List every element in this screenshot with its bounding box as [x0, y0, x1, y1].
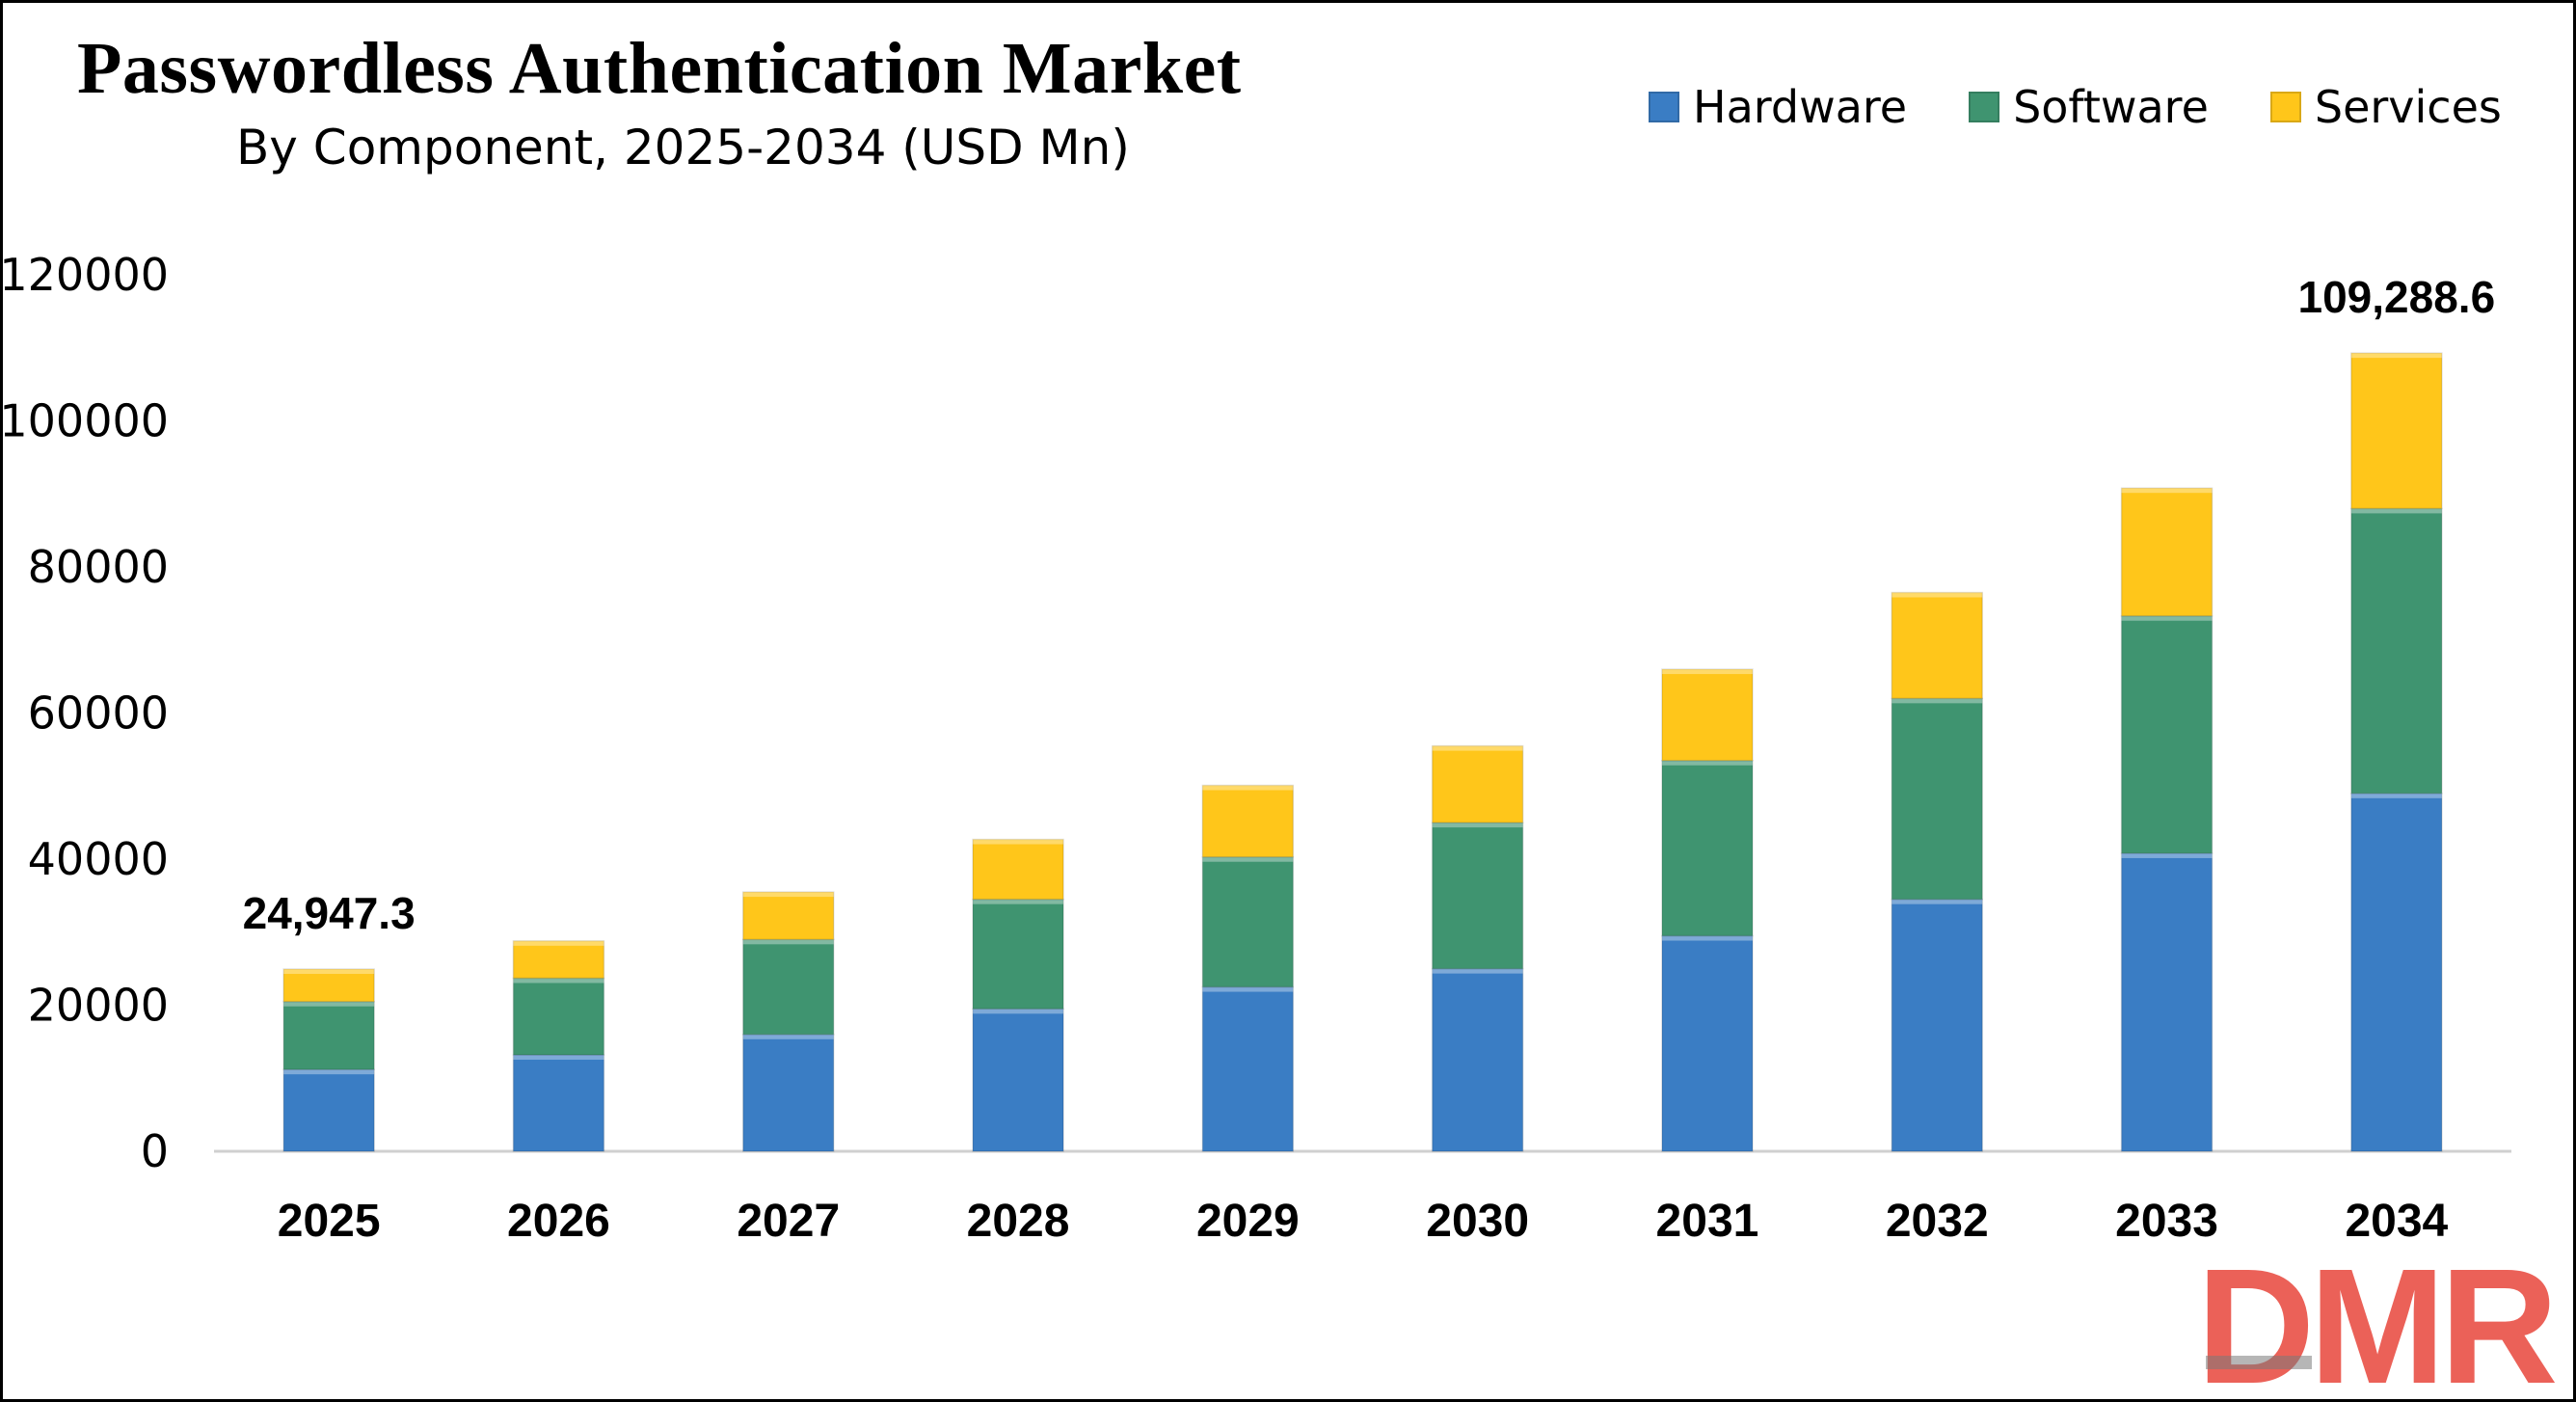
x-tick-label: 2028 [967, 1196, 1070, 1247]
bar-software-2032 [1891, 697, 1983, 901]
bar-highlight [1432, 745, 1523, 751]
bar-hardware-2034 [2350, 793, 2443, 1152]
bar-software-2027 [742, 938, 835, 1036]
legend-item-hardware: Hardware [1649, 81, 1907, 133]
bar-highlight [513, 978, 604, 984]
x-tick-label: 2031 [1656, 1196, 1759, 1247]
bar-services-2026 [512, 940, 605, 980]
bar-highlight [973, 839, 1064, 845]
x-tick-label: 2025 [278, 1196, 381, 1247]
bar-services-2033 [2120, 487, 2214, 617]
x-tick-label: 2032 [1886, 1196, 1989, 1247]
bar-highlight [2121, 488, 2213, 494]
total-label: 24,947.3 [243, 888, 416, 938]
legend-label-software: Software [2013, 81, 2209, 133]
bar-highlight [973, 899, 1064, 904]
dmr-logo: DMR [2196, 1259, 2561, 1394]
bar-services-2030 [1431, 744, 1524, 823]
bar-software-2033 [2120, 615, 2214, 854]
bar-hardware-2029 [1201, 985, 1295, 1152]
bar-services-2029 [1201, 784, 1295, 858]
bar-highlight [1432, 968, 1523, 974]
bar-highlight [1661, 760, 1753, 766]
bar-highlight [1202, 856, 1294, 862]
bar-hardware-2032 [1891, 898, 1983, 1152]
bar-services-2031 [1661, 668, 1754, 762]
bar-software-2026 [512, 977, 605, 1056]
bar-hardware-2025 [282, 1068, 375, 1152]
y-tick-label: 80000 [28, 541, 169, 593]
bar-highlight [1892, 698, 1983, 704]
y-tick-label: 20000 [28, 980, 169, 1032]
bar-highlight [742, 892, 834, 898]
bar-hardware-2030 [1431, 967, 1524, 1152]
bar-services-2027 [742, 891, 835, 941]
legend: Hardware Software Services [1649, 81, 2502, 133]
bar-software-2034 [2350, 507, 2443, 795]
bar-highlight [742, 1034, 834, 1039]
bar-highlight [2350, 793, 2442, 798]
chart-subtitle: By Component, 2025-2034 (USD Mn) [236, 120, 1130, 175]
bar-highlight [513, 1055, 604, 1061]
bar-services-2032 [1891, 591, 1983, 700]
bar-services-2025 [282, 968, 375, 1003]
bar-software-2028 [972, 898, 1064, 1011]
bar-highlight [1202, 986, 1294, 992]
dmr-logo-slash [2206, 1356, 2312, 1369]
bar-highlight [2121, 615, 2213, 621]
y-tick-label: 60000 [28, 688, 169, 740]
y-tick-label: 100000 [0, 395, 169, 447]
bar-highlight [742, 939, 834, 945]
bar-services-2028 [972, 838, 1064, 901]
bar-services-2034 [2350, 352, 2443, 510]
bar-software-2025 [282, 1000, 375, 1070]
y-tick-label: 40000 [28, 833, 169, 885]
bar-highlight [2350, 353, 2442, 359]
bar-highlight [973, 1009, 1064, 1014]
bar-hardware-2027 [742, 1034, 835, 1152]
bar-highlight [1432, 822, 1523, 828]
bar-highlight [283, 1069, 375, 1075]
legend-label-hardware: Hardware [1693, 81, 1908, 133]
bar-highlight [2350, 508, 2442, 514]
bar-highlight [2121, 852, 2213, 858]
x-tick-label: 2027 [737, 1196, 840, 1247]
bar-highlight [283, 969, 375, 975]
legend-swatch-software [1969, 92, 2000, 122]
bar-highlight [1892, 592, 1983, 598]
chart-title: Passwordless Authentication Market [77, 28, 1242, 109]
x-tick-label: 2026 [507, 1196, 610, 1247]
y-tick-label: 120000 [0, 249, 169, 301]
bar-hardware-2026 [512, 1054, 605, 1152]
bar-highlight [1661, 935, 1753, 941]
legend-swatch-services [2269, 92, 2301, 122]
x-tick-label: 2029 [1196, 1196, 1300, 1247]
bar-software-2029 [1201, 855, 1295, 988]
bar-software-2031 [1661, 759, 1754, 937]
y-tick-label: 0 [141, 1125, 169, 1177]
bar-highlight [1202, 785, 1294, 791]
legend-swatch-hardware [1649, 92, 1679, 122]
bar-highlight [1661, 669, 1753, 675]
bar-hardware-2031 [1661, 934, 1754, 1152]
legend-label-services: Services [2314, 81, 2502, 133]
x-tick-label: 2033 [2115, 1196, 2218, 1247]
bar-highlight [283, 1001, 375, 1007]
bar-highlight [513, 940, 604, 946]
bar-hardware-2028 [972, 1008, 1064, 1152]
x-tick-label: 2034 [2345, 1196, 2448, 1247]
dmr-logo-text: DMR [2196, 1259, 2555, 1394]
total-label: 109,288.6 [2298, 272, 2496, 322]
bar-highlight [1892, 899, 1983, 904]
x-tick-label: 2030 [1426, 1196, 1529, 1247]
legend-item-software: Software [1969, 81, 2209, 133]
bar-software-2030 [1431, 822, 1524, 970]
bar-hardware-2033 [2120, 852, 2214, 1152]
legend-item-services: Services [2269, 81, 2502, 133]
